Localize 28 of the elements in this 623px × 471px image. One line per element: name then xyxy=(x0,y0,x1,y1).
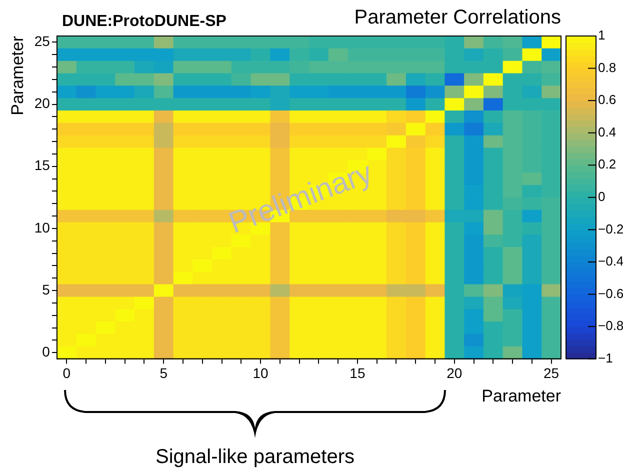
y-tick-label: 5 xyxy=(42,281,50,298)
color-bar-label: −0.8 xyxy=(598,318,623,334)
color-bar-label: 0.2 xyxy=(598,156,616,172)
y-tick-label: 15 xyxy=(34,157,50,174)
color-bar-label: 0 xyxy=(598,188,606,204)
x-tick-label: 0 xyxy=(62,365,71,382)
y-tick-label: 0 xyxy=(42,343,50,360)
x-axis-title: Parameter xyxy=(482,386,562,406)
text: Signal-like parameters xyxy=(156,446,354,468)
y-tick-label: 20 xyxy=(34,95,50,112)
color-bar-label: −0.4 xyxy=(598,254,623,269)
x-tick-label: 20 xyxy=(446,365,462,382)
color-bar-label: −1 xyxy=(598,350,613,366)
y-tick-label: 25 xyxy=(34,33,50,50)
color-bar-label: −0.6 xyxy=(598,286,623,301)
color-bar-label: −0.2 xyxy=(598,221,623,236)
y-axis-title: Parameter xyxy=(8,36,27,116)
color-bar-label: 0.4 xyxy=(598,124,616,140)
x-tick-label: 10 xyxy=(252,365,269,382)
x-tick-label: 5 xyxy=(160,365,168,382)
x-tick-label: 25 xyxy=(544,365,560,382)
y-tick-label: 10 xyxy=(34,219,50,236)
text: DUNE:ProtoDUNE-SP xyxy=(62,13,227,30)
color-bar-label: 0.6 xyxy=(598,92,616,108)
x-tick-label: 15 xyxy=(350,365,366,382)
color-bar-label: 0.8 xyxy=(598,60,616,75)
chart-title: Parameter Correlations xyxy=(354,6,561,29)
color-bar-label: 1 xyxy=(598,28,606,43)
